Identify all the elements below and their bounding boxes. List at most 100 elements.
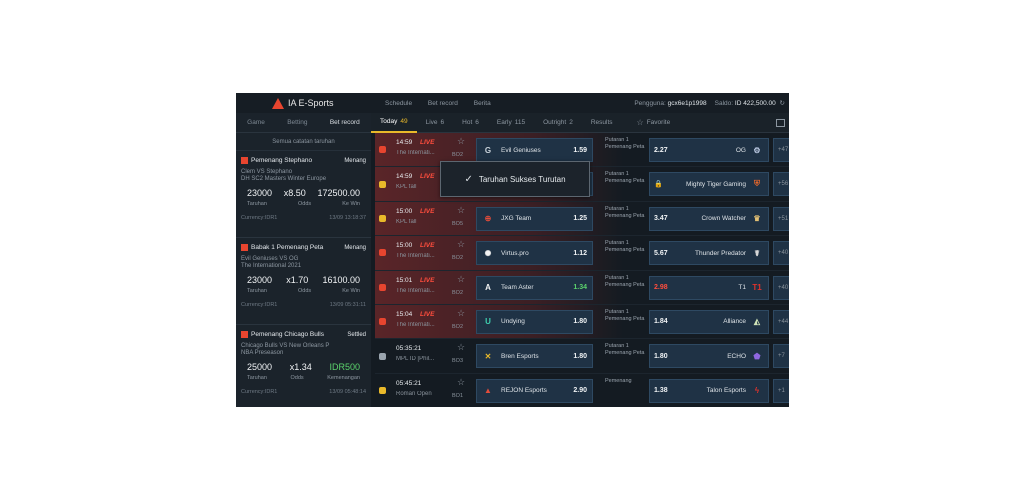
nav-news[interactable]: Berita	[473, 99, 491, 107]
odds-value: x1.34	[289, 362, 312, 372]
more-markets-button[interactable]: +40	[773, 275, 789, 300]
favorite-star-icon[interactable]: ☆	[457, 273, 466, 284]
more-markets-button[interactable]: +47	[773, 138, 789, 162]
match-time: 15:01	[396, 276, 413, 284]
more-markets-count: +1	[778, 387, 785, 394]
home-team-name: Evil Geniuses	[501, 146, 541, 154]
win-value: 16100.00	[322, 275, 360, 285]
away-odds-button[interactable]: 1.80 ECHO ⬟	[649, 344, 769, 369]
best-of-label: BO2	[452, 323, 464, 330]
odds-value: x8.50	[283, 188, 306, 198]
home-team-logo-icon: ⊕	[484, 214, 492, 224]
market-label: Putaran 1 Pemenang Peta	[605, 205, 645, 219]
home-odds-button[interactable]: ▲ REJON Esports 2.90	[476, 378, 593, 403]
bet-footer: Currency:IDR1 13/09 05:31:11	[241, 302, 366, 308]
away-odds-button[interactable]: 3.47 Crown Watcher ♛	[649, 206, 769, 231]
game-icon	[241, 244, 248, 251]
away-odds-button[interactable]: 5.67 Thunder Predator ☤	[649, 241, 769, 266]
bet-labels: Taruhan Odds Ke Win	[241, 288, 366, 294]
tab-today[interactable]: Today 49	[371, 113, 417, 133]
match-row: 05:35:21 MPL ID [Phil... ☆ BO3 ✕ Bren Esports…	[375, 339, 789, 374]
favorite-star-icon[interactable]: ☆	[457, 136, 466, 146]
nav-bet-record[interactable]: Bet record	[427, 99, 458, 107]
game-icon	[379, 214, 386, 222]
more-markets-button[interactable]: +56	[773, 172, 789, 197]
favorite-star-icon[interactable]: ☆	[457, 307, 466, 318]
tab-label: Outright	[543, 119, 567, 126]
tab-label: Hot	[462, 119, 473, 126]
live-badge: LIVE	[420, 173, 435, 181]
tab-label: Early	[496, 119, 512, 126]
collapse-panel-icon[interactable]	[776, 118, 785, 127]
more-markets-button[interactable]: +1	[773, 378, 789, 403]
tab-outright[interactable]: Outright 2	[534, 113, 582, 133]
bet-currency: Currency:IDR1	[241, 389, 278, 395]
away-odds-value: 5.67	[654, 249, 668, 257]
away-odds-button[interactable]: 1.84 Alliance ◭	[649, 309, 769, 334]
favorite-star-icon[interactable]: ☆	[457, 239, 466, 250]
sidebar-tab-game[interactable]: Game	[247, 119, 265, 126]
away-odds-value: 1.84	[654, 318, 668, 326]
bet-title: Pemenang Stephano	[241, 157, 312, 164]
home-odds-value: 1.80	[573, 352, 587, 360]
sidebar-tabs: Game Betting Bet record	[236, 113, 371, 133]
bet-record-card[interactable]: Pemenang Chicago Bulls Settled Chicago Bul…	[236, 325, 371, 407]
odds-label: Odds	[298, 288, 312, 294]
home-odds-button[interactable]: A Team Aster 1.34	[476, 275, 593, 300]
bet-record-card[interactable]: Pemenang Stephano Menang Clem VS Stephano D…	[236, 151, 371, 238]
home-odds-button[interactable]: ⊕ JXG Team 1.25	[476, 206, 593, 231]
home-odds-button[interactable]: ✕ Bren Esports 1.80	[476, 344, 593, 369]
bet-time: 13/09 13:18:37	[329, 215, 366, 221]
home-odds-value: 1.80	[573, 318, 587, 326]
odds-label: Odds	[290, 375, 304, 381]
refresh-icon[interactable]: ↻	[779, 100, 785, 107]
sidebar-tab-betting[interactable]: Betting	[287, 119, 308, 126]
stake-value: 23000	[247, 188, 273, 198]
match-row: 14:59 LIVE The Internati... ☆ BO2 G Evil Geniu…	[375, 133, 789, 168]
logo-icon	[272, 97, 284, 109]
more-markets-button[interactable]: +40	[773, 241, 789, 266]
more-markets-count: +44	[778, 318, 789, 325]
tab-early[interactable]: Early 115	[488, 113, 534, 133]
away-odds-button[interactable]: 🔒 Mighty Tiger Gaming ⛨	[649, 172, 769, 197]
more-markets-button[interactable]: +44	[773, 309, 789, 334]
match-time: 15:04	[396, 310, 413, 318]
bet-numbers: 23000 x8.50 172500.00	[241, 188, 366, 198]
game-icon	[379, 180, 386, 188]
home-odds-button[interactable]: U Undying 1.80	[476, 309, 593, 334]
nav-schedule[interactable]: Schedule	[385, 99, 413, 107]
tab-live[interactable]: Live 6	[417, 113, 454, 133]
odds-value: x1.70	[286, 275, 309, 285]
away-team-name: ECHO	[727, 352, 746, 360]
favorite-star-icon[interactable]: ☆	[457, 376, 466, 387]
bet-currency: Currency:IDR1	[241, 302, 278, 308]
tab-hot[interactable]: Hot 6	[453, 113, 488, 133]
tab-results[interactable]: Results	[582, 113, 622, 133]
home-odds-button[interactable]: G Evil Geniuses 1.59	[476, 138, 593, 162]
home-odds-button[interactable]: ✺ Virtus.pro 1.12	[476, 241, 593, 266]
tab-count: 2	[569, 119, 573, 126]
sidebar-tab-bet-record[interactable]: Bet record	[329, 119, 360, 126]
home-odds-value: 1.59	[573, 146, 587, 154]
bet-records-title: Semua catatan taruhan	[236, 133, 371, 151]
app-logo[interactable]: IA E-Sports	[236, 93, 371, 113]
tab-favorite[interactable]: ☆ Favorite	[628, 113, 680, 133]
more-markets-button[interactable]: +51	[773, 206, 789, 231]
favorite-star-icon[interactable]: ☆	[457, 204, 466, 215]
home-odds-value: 1.25	[573, 215, 587, 223]
away-team-name: Crown Watcher	[701, 215, 746, 223]
away-odds-value: 1.80	[654, 352, 668, 360]
away-odds-button[interactable]: 2.27 OG ⚙	[649, 138, 769, 162]
more-markets-button[interactable]: +7	[773, 344, 789, 369]
bet-title: Pemenang Chicago Bulls	[241, 331, 324, 338]
bet-event: DH SC2 Masters Winter Europe	[241, 176, 327, 182]
away-odds-button[interactable]: 1.38 Talon Esports ϟ	[649, 378, 769, 403]
username: gcx6e1p1998	[667, 99, 707, 107]
bet-footer: Currency:IDR1 13/09 13:18:37	[241, 215, 366, 221]
bet-record-card[interactable]: Babak 1 Pemenang Peta Menang Evil Geniuses…	[236, 238, 371, 325]
away-odds-button[interactable]: 2.98 T1 T1	[649, 275, 769, 300]
match-row: 15:01 LIVE The Internati... ☆ BO2 A Team Aster…	[375, 270, 789, 305]
away-team-logo-icon: ◭	[753, 317, 761, 327]
favorite-star-icon[interactable]: ☆	[457, 342, 466, 353]
tab-label: Favorite	[646, 119, 671, 126]
